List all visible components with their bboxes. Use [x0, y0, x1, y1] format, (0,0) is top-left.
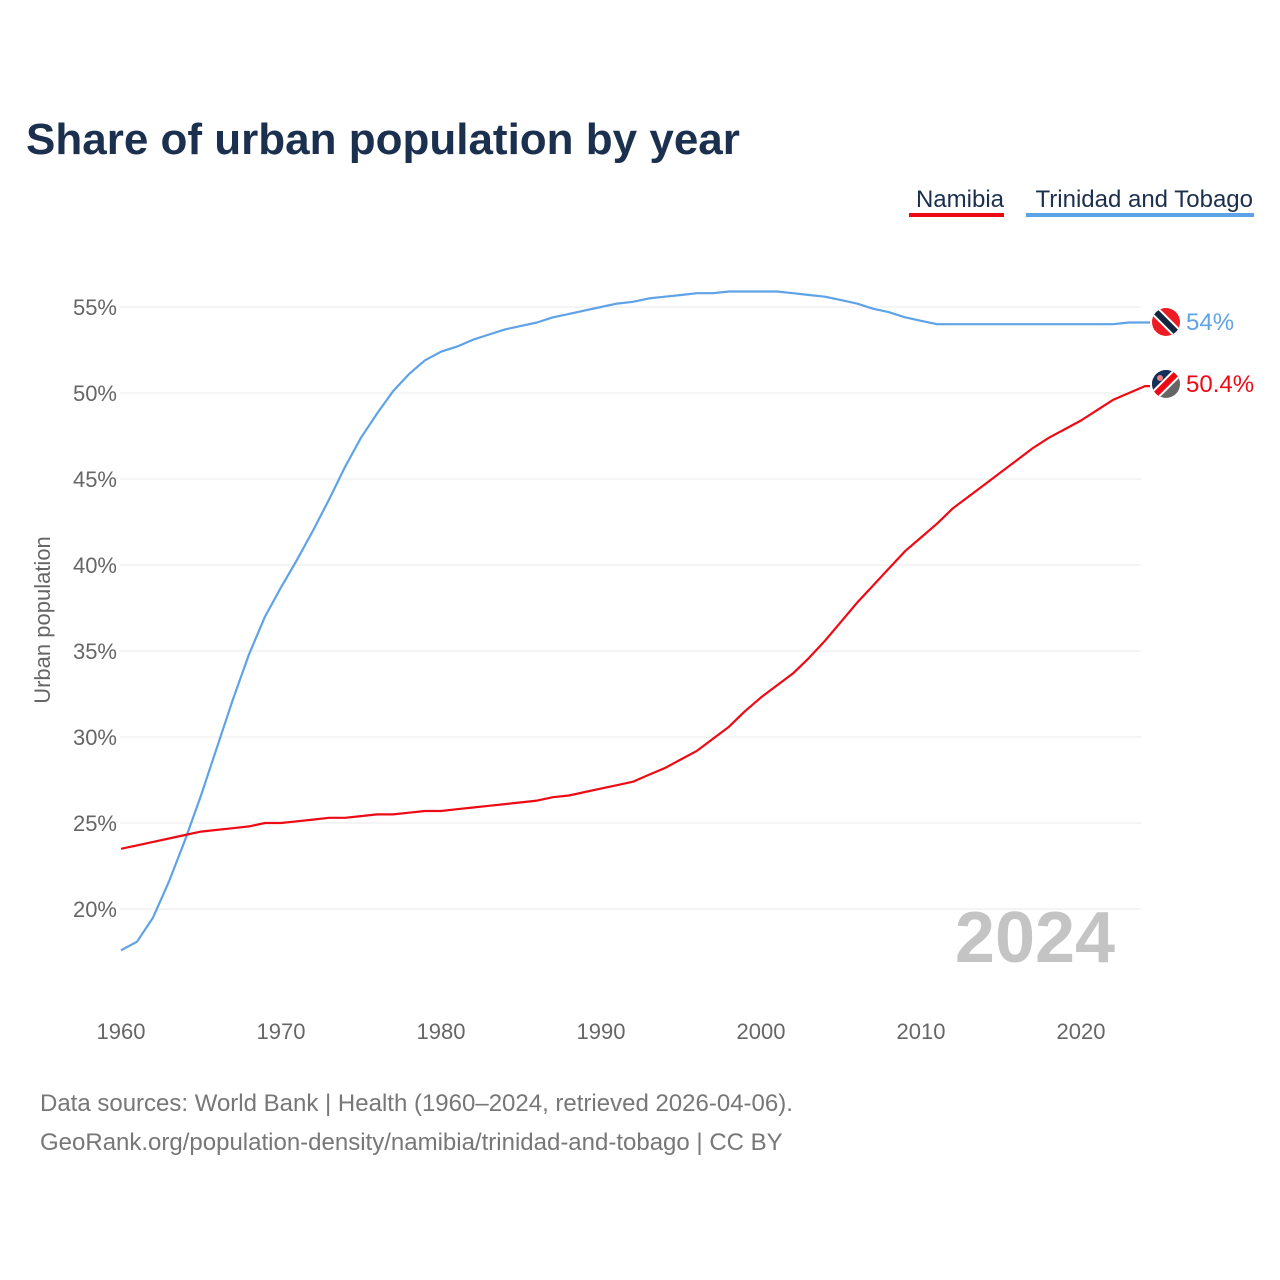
legend-item-namibia[interactable]: Namibia [909, 186, 1005, 217]
x-tick-label: 2020 [1057, 1019, 1106, 1044]
y-axis-label: Urban population [30, 536, 55, 704]
y-tick-label: 55% [73, 295, 117, 320]
footer-link[interactable]: GeoRank.org/population-density/namibia/t… [40, 1129, 783, 1156]
y-tick-label: 20% [73, 897, 117, 922]
legend-item-trinidad-and-tobago[interactable]: Trinidad and Tobago [1026, 186, 1254, 217]
y-tick-label: 50% [73, 381, 117, 406]
y-axis-ticks: 20% 25% 30% 35% 40% 45% 50% 55% [73, 295, 117, 922]
end-label-trinidad-and-tobago: 54% [1186, 309, 1234, 336]
series-lines [120, 290, 1150, 952]
x-tick-label: 1980 [417, 1019, 466, 1044]
x-tick-label: 1960 [97, 1019, 146, 1044]
y-tick-label: 40% [73, 553, 117, 578]
legend-swatch-trinidad-and-tobago [1026, 213, 1254, 217]
flag-trinidad-and-tobago-icon [1152, 308, 1180, 336]
series-line-namibia[interactable] [120, 385, 1150, 850]
chart-title: Share of urban population by year [26, 115, 740, 164]
legend-swatch-namibia [909, 213, 1004, 217]
x-axis-ticks: 1960 1970 1980 1990 2000 2010 2020 [97, 1019, 1106, 1044]
legend-label-trinidad-and-tobago[interactable]: Trinidad and Tobago [1036, 186, 1254, 213]
year-watermark: 2024 [955, 898, 1115, 978]
y-tick-label: 45% [73, 467, 117, 492]
y-tick-label: 25% [73, 811, 117, 836]
series-line-trinidad-and-tobago[interactable] [120, 290, 1150, 952]
y-tick-label: 35% [73, 639, 117, 664]
x-tick-label: 2010 [897, 1019, 946, 1044]
x-tick-label: 2000 [737, 1019, 786, 1044]
legend-label-namibia[interactable]: Namibia [916, 186, 1005, 213]
legend: Namibia Trinidad and Tobago [909, 186, 1254, 217]
x-tick-label: 1990 [577, 1019, 626, 1044]
y-tick-label: 30% [73, 725, 117, 750]
x-tick-label: 1970 [257, 1019, 306, 1044]
end-label-namibia: 50.4% [1186, 371, 1254, 398]
flag-namibia-icon [1152, 370, 1180, 398]
footer-sources: Data sources: World Bank | Health (1960–… [40, 1090, 793, 1117]
gridlines [120, 306, 1141, 910]
